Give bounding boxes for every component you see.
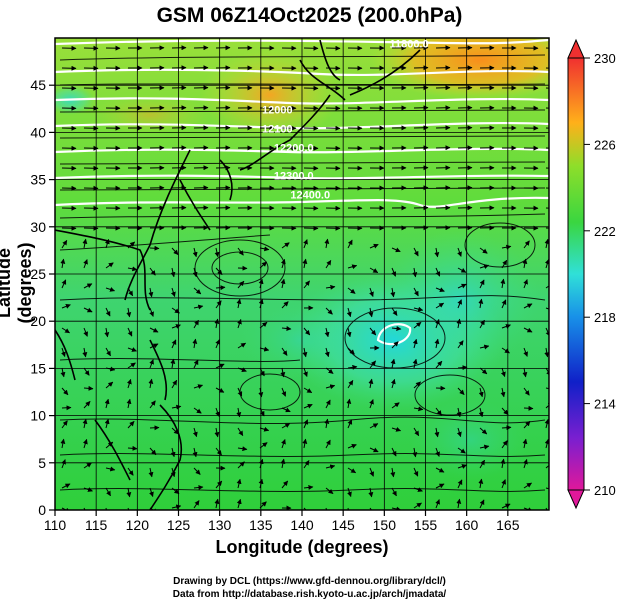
credit-drawing: Drawing by DCL (https://www.gfd-dennou.o… xyxy=(173,576,446,587)
colorbar-tick-label: 218 xyxy=(594,310,616,325)
x-tick-label: 155 xyxy=(414,517,438,533)
grid-lines xyxy=(55,38,549,510)
wind-vectors xyxy=(60,45,549,510)
contour-label: 12200.0 xyxy=(274,142,314,154)
x-axis-title: Longitude (degrees) xyxy=(215,537,389,557)
contour-label: 12300.0 xyxy=(274,171,314,183)
x-tick-label: 160 xyxy=(455,517,479,533)
x-tick-label: 120 xyxy=(126,517,150,533)
x-axis: 110 115 120 125 130 135 140 145 150 155 160 165 xyxy=(44,510,520,533)
contour-labels: 11800.0 12000 12100 12200.0 12300.0 12400.0 xyxy=(262,38,429,201)
y-tick-label: 35 xyxy=(30,172,46,188)
y-tick-label: 10 xyxy=(30,408,46,424)
x-tick-label: 125 xyxy=(167,517,191,533)
y-tick-label: 15 xyxy=(30,360,46,376)
y-tick-label: 20 xyxy=(30,313,46,329)
contour-label: 12100 xyxy=(262,123,293,135)
colorbar-tick-label: 210 xyxy=(594,483,616,498)
credit-data: Data from http://database.rish.kyoto-u.a… xyxy=(172,589,447,600)
temperature-field xyxy=(55,38,549,510)
contour-label: 11800.0 xyxy=(389,38,428,50)
y-tick-label: 0 xyxy=(38,502,46,518)
y-tick-label: 25 xyxy=(30,266,46,282)
chart-title: GSM 06Z14Oct2025 (200.0hPa) xyxy=(156,4,463,27)
y-tick-label: 5 xyxy=(38,455,46,471)
x-tick-label: 140 xyxy=(290,517,314,533)
x-tick-label: 165 xyxy=(496,517,520,533)
x-tick-label: 130 xyxy=(208,517,232,533)
colorbar: 210 214 218 222 226 230 xyxy=(567,38,616,510)
coastlines xyxy=(55,39,421,510)
x-tick-label: 145 xyxy=(331,517,355,533)
y-axis-title: Latitude (degrees) xyxy=(0,242,35,324)
y-tick-label: 45 xyxy=(30,77,46,93)
y-axis: 0 5 10 15 20 25 30 35 40 45 xyxy=(30,77,55,518)
colorbar-tick-label: 226 xyxy=(594,137,616,152)
contour-label: 12000 xyxy=(262,105,293,117)
x-tick-label: 135 xyxy=(249,517,273,533)
colorbar-tick-label: 230 xyxy=(594,51,616,66)
x-tick-label: 115 xyxy=(85,517,108,533)
y-tick-label: 40 xyxy=(30,124,46,140)
contour-label: 12400.0 xyxy=(290,189,330,201)
y-tick-label: 30 xyxy=(30,219,46,235)
x-tick-label: 110 xyxy=(44,517,67,533)
colorbar-tick-label: 222 xyxy=(594,224,616,239)
colorbar-tick-label: 214 xyxy=(594,397,616,412)
x-tick-label: 150 xyxy=(373,517,397,533)
